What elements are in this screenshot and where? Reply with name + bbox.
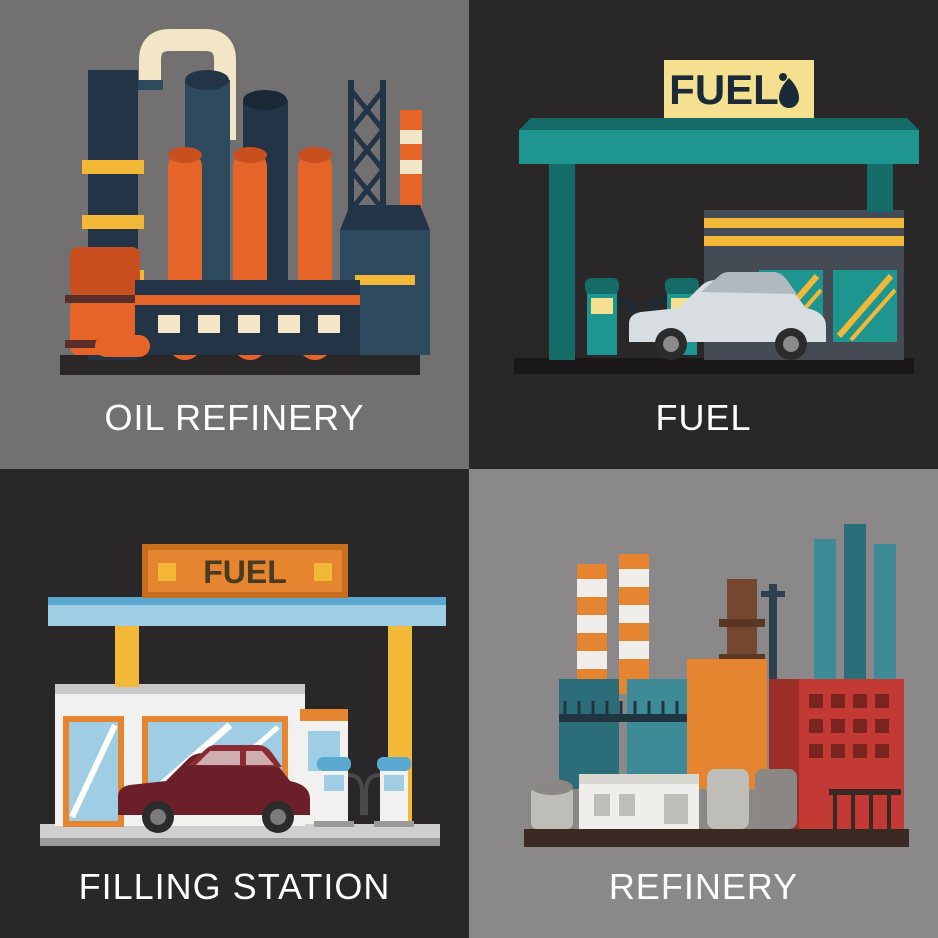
fuel-pump-1: [585, 278, 635, 355]
caption-fuel: FUEL: [655, 397, 751, 439]
filling-sign-text: FUEL: [203, 554, 287, 590]
panel-filling-station: FUEL: [0, 469, 469, 938]
panel-refinery: REFINERY: [469, 469, 938, 938]
filling-pump-1: [314, 757, 362, 827]
infographic-grid: OIL REFINERY FUEL: [0, 0, 938, 938]
filling-pump-2: [366, 757, 414, 827]
panel-oil-refinery: OIL REFINERY: [0, 0, 469, 469]
caption-refinery: REFINERY: [609, 866, 798, 908]
caption-oil-refinery: OIL REFINERY: [104, 397, 364, 439]
caption-filling-station: FILLING STATION: [79, 866, 391, 908]
fuel-sign-text: FUEL: [669, 66, 779, 113]
panel-fuel: FUEL: [469, 0, 938, 469]
